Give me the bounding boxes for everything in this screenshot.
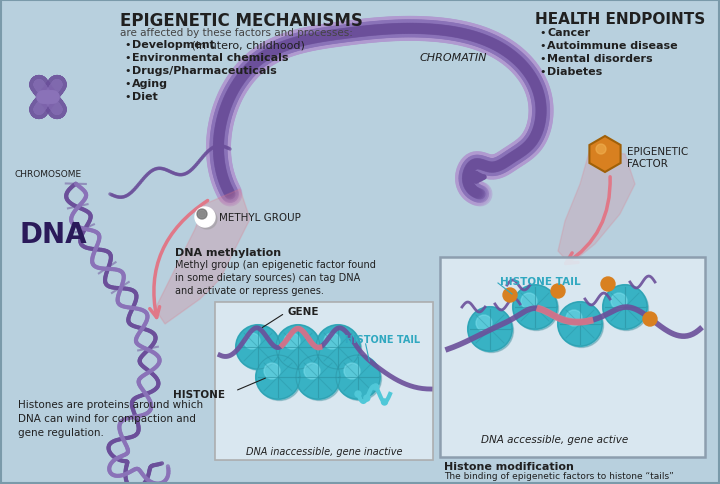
Text: Cancer: Cancer [547,28,590,38]
Polygon shape [155,190,250,324]
Text: The binding of epigenetic factors to histone “tails”
alters the extent to which : The binding of epigenetic factors to his… [444,471,674,484]
Circle shape [503,288,517,302]
Circle shape [355,391,361,397]
Circle shape [605,287,649,331]
Text: DNA inaccessible, gene inactive: DNA inaccessible, gene inactive [246,446,402,456]
Text: Environmental chemicals: Environmental chemicals [132,53,289,63]
Text: EPIGENETIC MECHANISMS: EPIGENETIC MECHANISMS [120,12,363,30]
Circle shape [566,310,582,326]
Circle shape [318,327,361,371]
Text: METHYL GROUP: METHYL GROUP [219,212,301,223]
Text: Drugs/Pharmaceuticals: Drugs/Pharmaceuticals [132,66,276,76]
Text: EPIGENETIC
FACTOR: EPIGENETIC FACTOR [627,147,688,168]
Text: HISTONE TAIL: HISTONE TAIL [345,334,420,344]
Text: HISTONE: HISTONE [173,389,225,399]
Circle shape [277,327,322,371]
Text: •: • [124,40,130,50]
Text: Mental disorders: Mental disorders [547,54,652,64]
Circle shape [521,293,537,309]
Text: CHROMOSOME: CHROMOSOME [14,170,81,179]
Circle shape [643,312,657,326]
Text: •: • [124,92,130,102]
Text: (in utero, childhood): (in utero, childhood) [188,40,305,50]
Text: DNA: DNA [20,221,88,248]
Text: •: • [124,79,130,89]
Circle shape [558,302,602,346]
Text: HISTONE TAIL: HISTONE TAIL [500,276,580,287]
Text: •: • [539,41,546,51]
Circle shape [236,325,280,369]
Text: Histones are proteins around which
DNA can wind for compaction and
gene regulati: Histones are proteins around which DNA c… [18,399,203,437]
Circle shape [344,363,360,379]
Text: CHROMATIN: CHROMATIN [420,53,487,63]
Text: are affected by these factors and processes:: are affected by these factors and proces… [120,28,353,38]
FancyArrowPatch shape [566,178,610,264]
Circle shape [601,277,615,291]
Text: Histone modification: Histone modification [444,461,574,471]
Text: •: • [539,54,546,64]
Circle shape [316,325,360,369]
Circle shape [469,309,513,353]
Circle shape [304,363,320,379]
Circle shape [284,333,300,349]
Circle shape [276,325,320,369]
Text: •: • [539,28,546,38]
FancyArrowPatch shape [150,201,207,318]
Text: Development: Development [132,40,215,50]
Text: Methyl group (an epigenetic factor found
in some dietary sources) can tag DNA
an: Methyl group (an epigenetic factor found… [175,259,376,296]
Polygon shape [590,136,621,173]
Circle shape [551,285,565,298]
Circle shape [297,357,341,401]
Text: Aging: Aging [132,79,168,89]
Circle shape [515,287,559,331]
Text: Diet: Diet [132,92,158,102]
Polygon shape [558,150,635,264]
Circle shape [596,145,606,155]
FancyBboxPatch shape [440,257,705,457]
Circle shape [336,355,380,399]
Circle shape [195,208,215,227]
Text: •: • [539,67,546,77]
Circle shape [364,395,370,401]
Circle shape [264,363,280,379]
Circle shape [603,286,647,329]
Circle shape [324,333,340,349]
Text: •: • [124,53,130,63]
Circle shape [382,399,387,405]
Circle shape [559,304,603,348]
Text: HEALTH ENDPOINTS: HEALTH ENDPOINTS [535,12,706,27]
Text: DNA accessible, gene active: DNA accessible, gene active [482,434,629,444]
Circle shape [611,293,627,309]
Circle shape [199,212,205,217]
Circle shape [513,286,557,329]
Circle shape [476,316,492,332]
Circle shape [256,355,300,399]
Text: Diabetes: Diabetes [547,67,602,77]
Circle shape [373,384,379,390]
Text: GENE: GENE [287,306,318,317]
Circle shape [296,355,340,399]
Circle shape [468,307,512,351]
FancyBboxPatch shape [215,302,433,460]
Circle shape [197,210,207,220]
Text: Autoimmune disease: Autoimmune disease [547,41,678,51]
Circle shape [238,327,282,371]
Text: •: • [124,66,130,76]
Circle shape [338,357,382,401]
Circle shape [197,210,217,229]
Text: DNA methylation: DNA methylation [175,247,281,257]
Circle shape [258,357,302,401]
Circle shape [244,333,260,349]
